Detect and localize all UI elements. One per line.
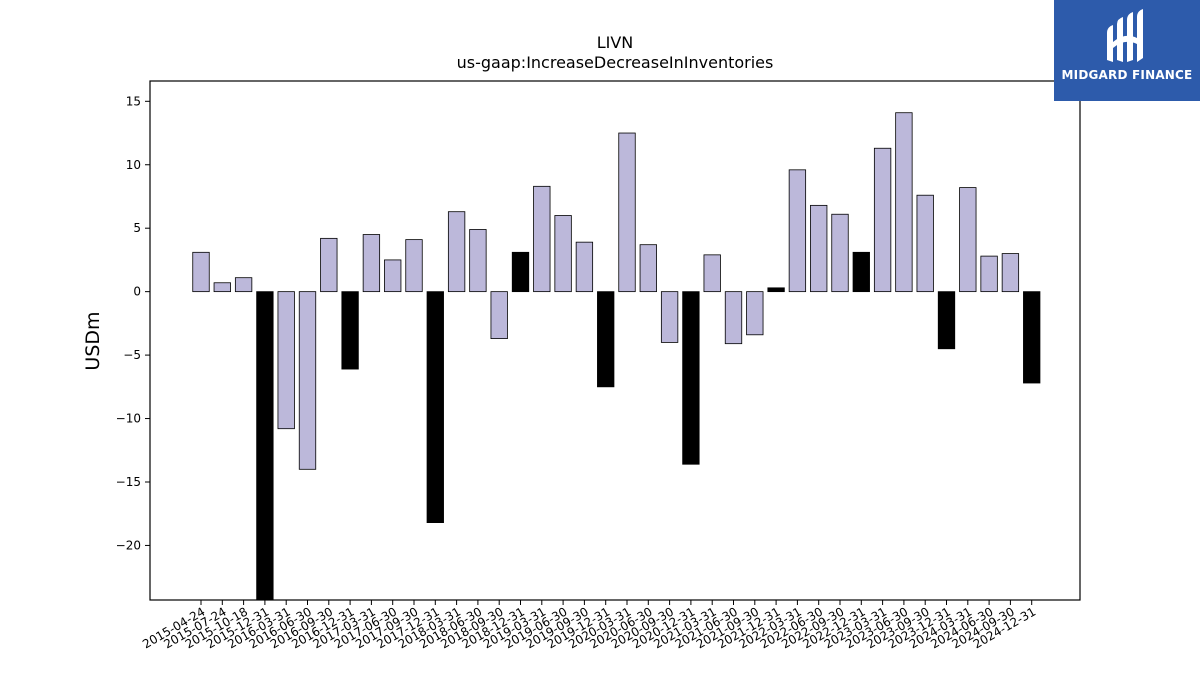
y-axis-label: USDm bbox=[82, 311, 104, 370]
bar-2018-03-31 bbox=[447, 211, 466, 293]
bar-2020-09-30 bbox=[660, 291, 679, 343]
bar-2015-07-24 bbox=[213, 282, 231, 293]
bar-2024-06-30 bbox=[980, 255, 998, 293]
bar-2020-12-31 bbox=[682, 291, 700, 465]
bar-2019-06-30 bbox=[554, 215, 572, 293]
bar-2021-12-31 bbox=[767, 287, 785, 293]
y-tick-label: 15 bbox=[126, 94, 141, 108]
bar-2020-06-30 bbox=[639, 244, 657, 293]
bar-2020-03-31 bbox=[618, 132, 636, 293]
bar-2016-06-30 bbox=[298, 291, 317, 470]
midgard-finance-logo: MIDGARD FINANCE bbox=[1054, 0, 1200, 101]
bar-2022-09-30 bbox=[831, 213, 849, 293]
chart-title: LIVN bbox=[597, 33, 634, 52]
bar-2017-09-30 bbox=[405, 239, 423, 293]
y-tick-label: −5 bbox=[123, 348, 141, 362]
bar-2019-09-30 bbox=[575, 241, 594, 293]
y-tick-label: −20 bbox=[116, 538, 141, 552]
y-tick-label: 5 bbox=[133, 221, 141, 235]
bar-2021-06-30 bbox=[724, 291, 743, 345]
bar-2016-03-31 bbox=[277, 291, 295, 430]
plot-frame bbox=[149, 80, 1081, 601]
bar-2015-04-24 bbox=[192, 251, 210, 293]
bar-2015-10-18 bbox=[234, 277, 253, 293]
bar-2018-09-30 bbox=[490, 291, 508, 339]
bar-2019-03-31 bbox=[533, 185, 551, 293]
bar-2019-12-31 bbox=[597, 291, 615, 388]
bars-group bbox=[192, 112, 1041, 601]
y-tick-label: −15 bbox=[116, 475, 141, 489]
bar-2023-06-30 bbox=[895, 112, 913, 293]
bar-2017-03-31 bbox=[362, 234, 381, 293]
bar-2022-06-30 bbox=[810, 204, 828, 293]
bar-2023-09-30 bbox=[916, 194, 934, 293]
bar-2024-12-31 bbox=[1023, 291, 1041, 384]
y-tick-label: 10 bbox=[126, 158, 141, 172]
bar-2023-03-31 bbox=[873, 147, 892, 293]
y-tick-label: 0 bbox=[133, 285, 141, 299]
chart-subtitle: us-gaap:IncreaseDecreaseInInventories bbox=[457, 53, 774, 72]
bar-2018-12-31 bbox=[511, 251, 530, 293]
midgard-logo-icon bbox=[1107, 9, 1143, 62]
logo-text: MIDGARD FINANCE bbox=[1061, 68, 1193, 82]
bar-2015-12-31 bbox=[256, 291, 274, 601]
bar-2024-09-30 bbox=[1001, 253, 1020, 293]
bar-2016-12-31 bbox=[341, 291, 359, 370]
bar-2022-12-31 bbox=[852, 251, 870, 293]
y-tick-label: −10 bbox=[116, 412, 141, 426]
bar-2023-12-31 bbox=[937, 291, 956, 350]
bar-2022-03-31 bbox=[788, 169, 807, 293]
x-axis: 2015-04-242015-07-242015-10-182015-12-31… bbox=[140, 600, 1038, 651]
y-axis: −20 −15 −10 −5 0 5 10 15 bbox=[116, 94, 150, 552]
bar-2016-09-30 bbox=[320, 237, 338, 293]
bar-2017-12-31 bbox=[426, 291, 444, 523]
bar-2021-03-31 bbox=[703, 254, 721, 293]
bar-2021-09-30 bbox=[746, 291, 764, 336]
bar-2024-03-31 bbox=[959, 187, 977, 293]
bar-2018-06-30 bbox=[469, 229, 487, 293]
bar-2017-06-30 bbox=[384, 259, 402, 293]
